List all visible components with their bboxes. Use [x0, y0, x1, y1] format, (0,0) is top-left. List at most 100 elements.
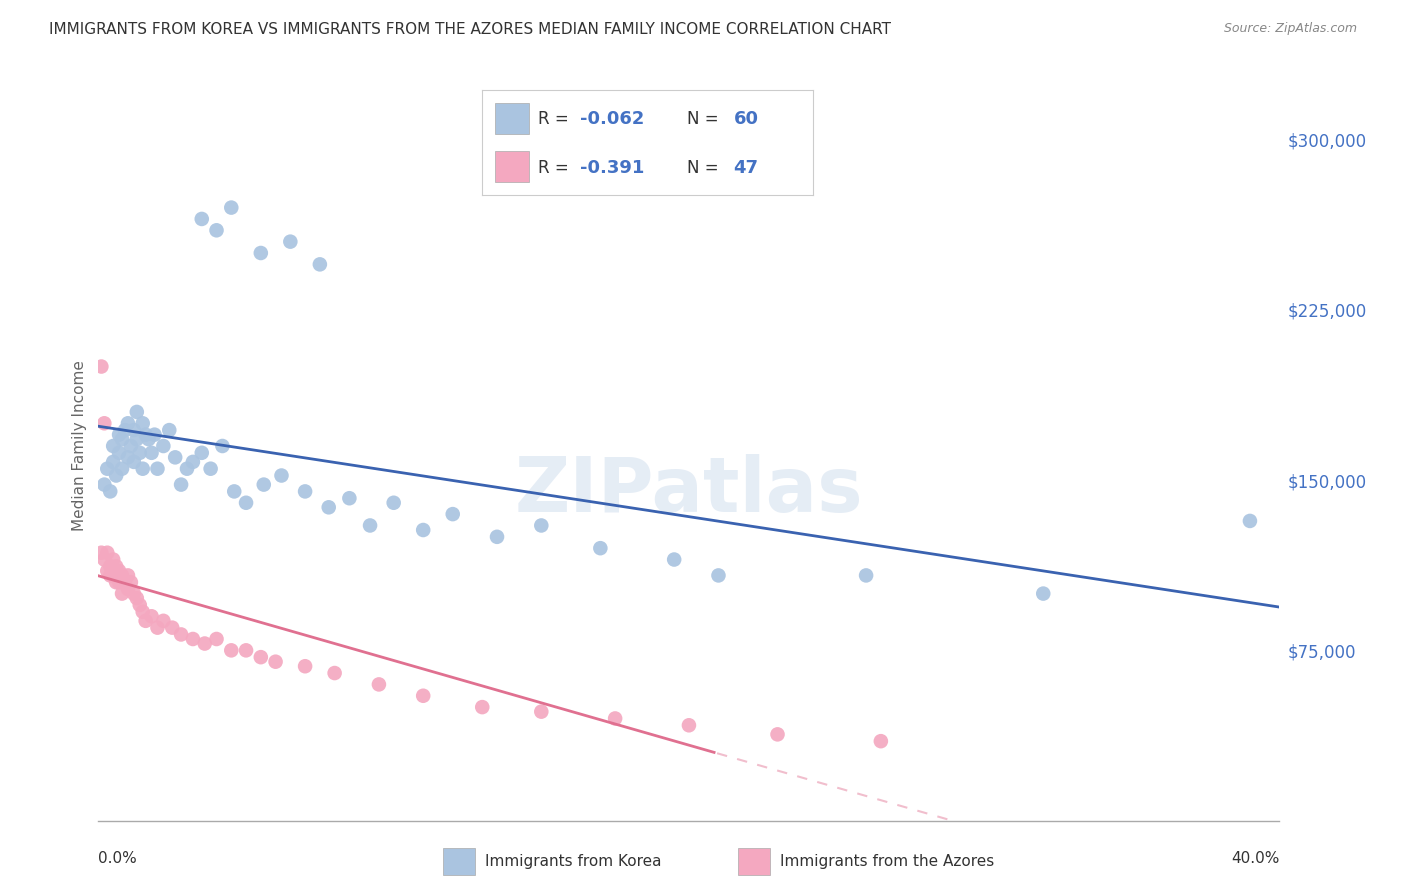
- Point: [221, 643, 243, 657]
- Point: [530, 518, 553, 533]
- Point: [122, 586, 145, 600]
- Point: [111, 568, 134, 582]
- Point: [530, 705, 553, 719]
- Point: [114, 423, 136, 437]
- Point: [117, 568, 139, 582]
- Point: [103, 455, 125, 469]
- Point: [486, 530, 509, 544]
- Text: 0.0%: 0.0%: [98, 851, 138, 866]
- Point: [93, 552, 115, 566]
- Point: [108, 427, 131, 442]
- Point: [96, 546, 118, 560]
- Point: [141, 609, 163, 624]
- Point: [181, 632, 204, 646]
- Point: [120, 439, 142, 453]
- Point: [264, 655, 287, 669]
- Point: [235, 643, 257, 657]
- Point: [132, 417, 155, 431]
- Point: [125, 405, 148, 419]
- Point: [205, 223, 228, 237]
- Point: [191, 211, 214, 226]
- Point: [90, 546, 112, 560]
- Point: [471, 700, 494, 714]
- Point: [96, 564, 118, 578]
- Point: [294, 484, 316, 499]
- Point: [339, 491, 361, 506]
- Point: [412, 689, 434, 703]
- Point: [855, 568, 877, 582]
- Point: [122, 423, 145, 437]
- Point: [135, 427, 157, 442]
- Point: [323, 666, 346, 681]
- Point: [103, 439, 125, 453]
- Point: [382, 496, 405, 510]
- Text: Immigrants from Korea: Immigrants from Korea: [485, 855, 662, 869]
- Point: [181, 455, 204, 469]
- Point: [128, 446, 150, 460]
- Point: [125, 432, 148, 446]
- Point: [98, 568, 121, 582]
- Point: [170, 627, 193, 641]
- Point: [111, 461, 134, 475]
- Point: [143, 427, 166, 442]
- Point: [766, 727, 789, 741]
- Point: [162, 621, 183, 635]
- Point: [294, 659, 316, 673]
- Point: [589, 541, 612, 556]
- Point: [105, 559, 128, 574]
- Text: Source: ZipAtlas.com: Source: ZipAtlas.com: [1223, 22, 1357, 36]
- Point: [108, 564, 131, 578]
- FancyBboxPatch shape: [443, 848, 475, 875]
- Point: [117, 582, 139, 596]
- Point: [191, 446, 214, 460]
- Point: [103, 568, 125, 582]
- Point: [441, 507, 464, 521]
- Point: [270, 468, 292, 483]
- Y-axis label: Median Family Income: Median Family Income: [72, 360, 87, 532]
- Point: [221, 201, 243, 215]
- Point: [253, 477, 276, 491]
- Point: [1239, 514, 1261, 528]
- Point: [108, 575, 131, 590]
- Point: [170, 477, 193, 491]
- Point: [250, 246, 273, 260]
- Point: [141, 446, 163, 460]
- Point: [98, 484, 121, 499]
- Point: [105, 468, 128, 483]
- Point: [117, 450, 139, 465]
- Point: [368, 677, 391, 691]
- Point: [678, 718, 700, 732]
- Point: [138, 432, 160, 446]
- Point: [200, 461, 222, 475]
- Point: [412, 523, 434, 537]
- Point: [707, 568, 730, 582]
- Point: [135, 614, 157, 628]
- Point: [108, 446, 131, 460]
- Point: [111, 586, 134, 600]
- Point: [224, 484, 246, 499]
- Point: [1032, 586, 1054, 600]
- Point: [132, 461, 155, 475]
- Point: [176, 461, 198, 475]
- Point: [280, 235, 302, 249]
- Point: [111, 432, 134, 446]
- Point: [152, 614, 174, 628]
- Point: [146, 621, 169, 635]
- Point: [103, 552, 125, 566]
- Point: [359, 518, 381, 533]
- Point: [165, 450, 187, 465]
- Point: [205, 632, 228, 646]
- Point: [105, 575, 128, 590]
- Point: [122, 455, 145, 469]
- Text: IMMIGRANTS FROM KOREA VS IMMIGRANTS FROM THE AZORES MEDIAN FAMILY INCOME CORRELA: IMMIGRANTS FROM KOREA VS IMMIGRANTS FROM…: [49, 22, 891, 37]
- Point: [98, 559, 121, 574]
- Point: [605, 711, 627, 725]
- Point: [114, 575, 136, 590]
- Point: [235, 496, 257, 510]
- Point: [152, 439, 174, 453]
- Point: [120, 575, 142, 590]
- Text: ZIPatlas: ZIPatlas: [515, 454, 863, 528]
- Point: [132, 605, 155, 619]
- Point: [664, 552, 686, 566]
- Point: [194, 636, 217, 650]
